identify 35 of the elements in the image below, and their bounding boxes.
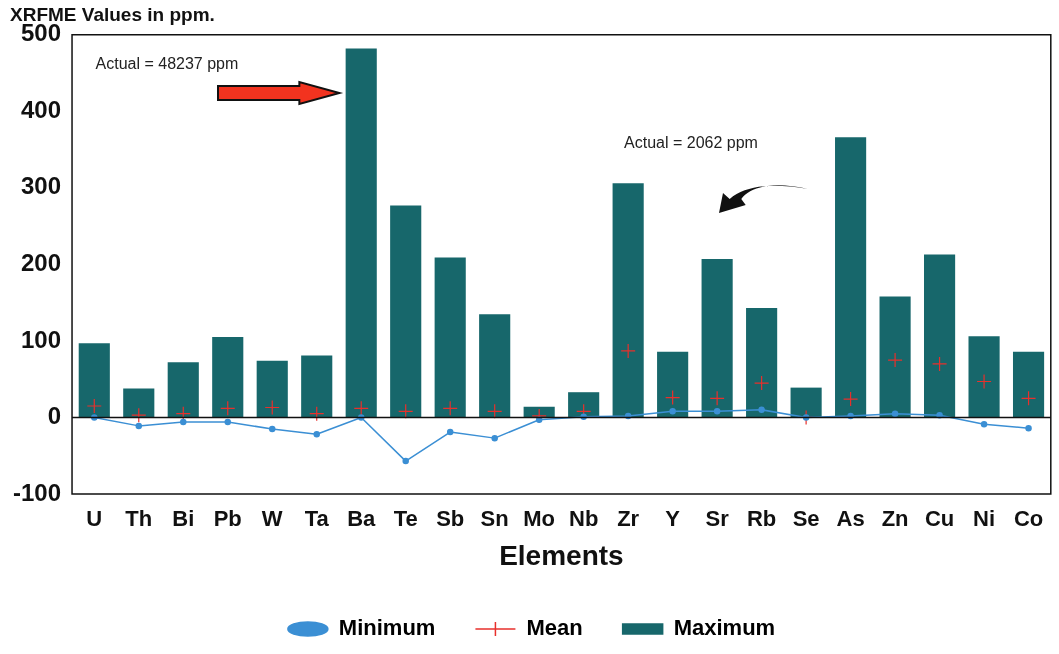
chart-title: XRFME Values in ppm. bbox=[10, 3, 215, 25]
x-tick-label: Zn bbox=[881, 506, 909, 532]
x-tick-label: U bbox=[86, 506, 103, 532]
y-tick-label: -100 bbox=[12, 478, 62, 506]
x-tick-label: Sb bbox=[436, 506, 465, 532]
x-tick-label: Cu bbox=[924, 506, 955, 532]
x-tick-label: Te bbox=[393, 506, 418, 532]
x-tick-label: Y bbox=[665, 506, 681, 532]
legend-label: Minimum bbox=[338, 615, 436, 641]
x-tick-label: Ni bbox=[973, 506, 996, 532]
x-tick-label: Sr bbox=[705, 506, 730, 532]
x-tick-label: Ba bbox=[347, 506, 377, 532]
x-tick-label: Pb bbox=[213, 506, 242, 532]
y-tick-label: 300 bbox=[20, 172, 62, 200]
x-tick-label: Mo bbox=[523, 506, 556, 532]
y-tick-label: 100 bbox=[20, 325, 62, 353]
x-tick-label: As bbox=[836, 506, 865, 532]
x-tick-label: Zr bbox=[617, 506, 640, 532]
x-tick-label: Nb bbox=[569, 506, 599, 532]
x-tick-label: W bbox=[261, 506, 283, 532]
annotation: Actual = 48237 ppm bbox=[95, 55, 239, 73]
legend-label: Maximum bbox=[673, 615, 776, 641]
x-tick-label: Ta bbox=[304, 506, 330, 532]
y-tick-label: 400 bbox=[20, 95, 62, 123]
x-tick-label: Se bbox=[792, 506, 820, 532]
legend-label: Mean bbox=[526, 615, 583, 641]
y-tick-label: 200 bbox=[20, 249, 62, 277]
x-tick-label: Bi bbox=[172, 506, 195, 532]
x-tick-label: Th bbox=[125, 506, 153, 532]
x-tick-label: Rb bbox=[746, 506, 777, 532]
x-axis-title: Elements bbox=[499, 539, 624, 571]
x-tick-label: Sn bbox=[480, 506, 509, 532]
y-tick-label: 0 bbox=[47, 402, 62, 430]
x-tick-label: Co bbox=[1013, 506, 1044, 532]
annotation: Actual = 2062 ppm bbox=[624, 134, 758, 152]
